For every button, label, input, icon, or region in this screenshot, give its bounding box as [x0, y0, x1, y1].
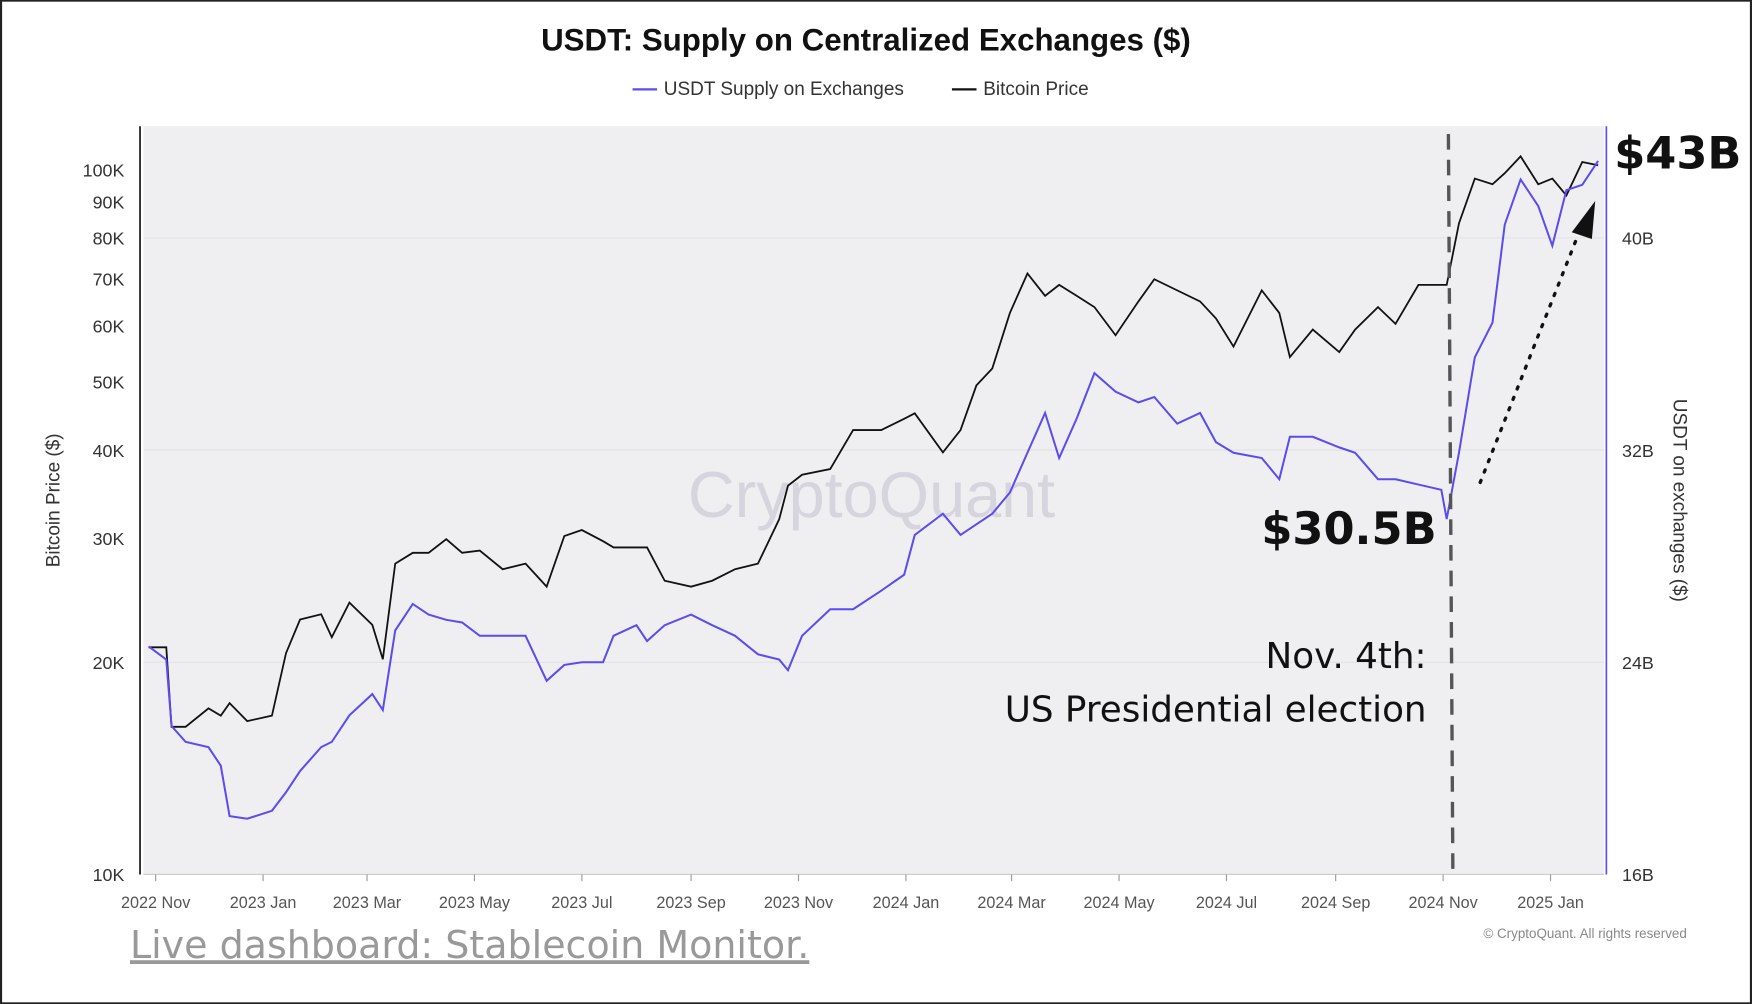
dashboard-link[interactable]: Live dashboard: Stablecoin Monitor. [130, 923, 809, 967]
plot-area [143, 126, 1605, 875]
x-tick-label: 2022 Nov [121, 894, 191, 912]
annotation-event-date: Nov. 4th: [1266, 636, 1427, 677]
left-tick-label: 80K [93, 229, 125, 249]
left-tick-label: 100K [83, 160, 125, 180]
left-tick-label: 70K [93, 269, 125, 289]
left-tick-label: 20K [93, 653, 125, 673]
left-tick-label: 10K [93, 865, 125, 885]
x-tick-label: 2023 Mar [333, 894, 402, 912]
copyright: © CryptoQuant. All rights reserved [1483, 926, 1686, 941]
left-tick-label: 30K [93, 529, 125, 549]
gridlines [143, 237, 1605, 663]
annotation-end-value: $43B [1614, 128, 1741, 180]
left-tick-label: 90K [93, 193, 125, 213]
x-tick-label: 2024 May [1084, 894, 1156, 912]
x-tick-label: 2024 Jan [873, 894, 940, 912]
left-axis-label: Bitcoin Price ($) [44, 433, 65, 567]
x-tick-label: 2025 Jan [1517, 894, 1584, 912]
x-tick-label: 2024 Mar [977, 894, 1046, 912]
annotation-event-text: US Presidential election [1005, 689, 1427, 730]
left-axis-ticks: 10K 20K 30K 40K 50K 60K 70K 80K 90K 100K [83, 160, 125, 885]
x-tick-label: 2024 Sep [1301, 894, 1370, 912]
legend-label-btc: Bitcoin Price [983, 79, 1088, 100]
trend-dotted-arrow [1478, 235, 1580, 485]
right-tick-label: 32B [1622, 441, 1654, 461]
left-tick-label: 40K [93, 441, 125, 461]
x-tick-label: 2023 Sep [656, 894, 725, 912]
right-tick-label: 40B [1622, 229, 1654, 249]
x-tick-label: 2024 Jul [1196, 894, 1257, 912]
right-tick-label: 24B [1622, 653, 1654, 673]
right-axis-ticks: 16B 24B 32B 40B [1622, 229, 1654, 886]
right-axis-label: USDT on exchanges ($) [1668, 399, 1689, 602]
left-tick-label: 50K [93, 372, 125, 392]
annotation-start-value: $30.5B [1261, 503, 1436, 555]
chart-title: USDT: Supply on Centralized Exchanges ($… [541, 22, 1191, 57]
legend: USDT Supply on Exchanges Bitcoin Price [632, 79, 1089, 100]
x-tick-label: 2023 May [439, 894, 511, 912]
arrow-head [1571, 201, 1596, 239]
x-axis-ticks: 2022 Nov 2023 Jan 2023 Mar 2023 May 2023 Jul… [121, 874, 1584, 912]
x-tick-label: 2023 Jan [230, 894, 297, 912]
election-dashed-line [1446, 134, 1455, 874]
right-tick-label: 16B [1622, 865, 1654, 885]
x-tick-label: 2023 Nov [764, 894, 834, 912]
series-line-usdt-supply [148, 160, 1599, 820]
legend-label-usdt: USDT Supply on Exchanges [664, 79, 904, 100]
watermark: CryptoQuant [688, 458, 1055, 531]
x-tick-label: 2023 Jul [551, 894, 612, 912]
series-line-bitcoin-price [148, 154, 1599, 728]
x-tick-label: 2024 Nov [1408, 894, 1478, 912]
left-tick-label: 60K [93, 317, 125, 337]
